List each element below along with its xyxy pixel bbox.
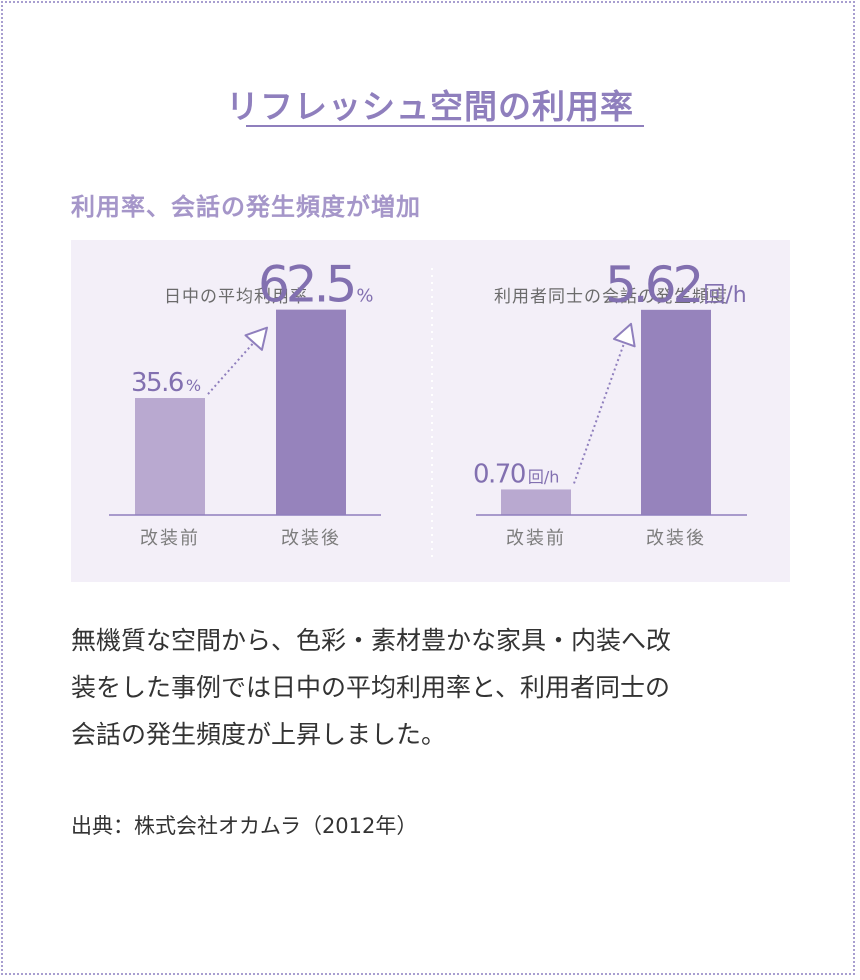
chart1-bar-before — [135, 398, 205, 515]
chart2-value-number: 0.70 — [473, 459, 525, 489]
chart1-value-label-before: 35.6% — [131, 368, 201, 398]
description-line: 装をした事例では日中の平均利用率と、利用者同士の — [71, 673, 671, 702]
chart2-category-label: 改装後 — [646, 528, 706, 549]
chart2-value-label-after: 5.62 回/h — [605, 256, 747, 314]
description-paragraph: 無機質な空間から、色彩・素材豊かな家具・内装へ改 装をした事例では日中の平均利用… — [71, 617, 791, 758]
chart1-value-unit: % — [356, 286, 373, 307]
title-underline — [246, 125, 644, 127]
page-title: リフレッシュ空間の利用率 — [226, 87, 634, 126]
chart2-value-unit: 回/h — [703, 283, 746, 308]
chart1-trend-arrow-head — [244, 326, 268, 351]
chart2-value-number: 5.62 — [605, 256, 700, 314]
section-subtitle: 利用率、会話の発生頻度が増加 — [71, 193, 421, 221]
chart1-category-label: 改装前 — [140, 528, 200, 549]
chart1-value-unit: % — [186, 376, 201, 395]
chart2-title: 利用者同士の会話の発生頻度 — [494, 287, 728, 307]
description-line: 無機質な空間から、色彩・素材豊かな家具・内装へ改 — [71, 626, 672, 655]
chart2-category-label: 改装前 — [506, 528, 566, 549]
description-line: 会話の発生頻度が上昇しました。 — [71, 720, 447, 749]
chart1-category-label: 改装後 — [281, 528, 341, 549]
chart2-value-unit: 回/h — [528, 467, 560, 486]
chart2-value-label-before: 0.70 回/h — [473, 459, 559, 489]
chart1-value-number: 35.6 — [131, 368, 183, 398]
chart1-bar-after — [276, 309, 346, 515]
source-citation: 出典：株式会社オカムラ（2012年） — [71, 814, 418, 838]
chart1-title: 日中の平均利用率 — [164, 287, 308, 307]
chart2-bar-after — [641, 309, 711, 515]
chart-panel: 日中の平均利用率 改装前 改装後 35.6% 62.5% 利用者同士の会話の発生頻度 改装前… — [71, 240, 790, 582]
chart2-trend-arrow-head — [612, 322, 636, 348]
chart1-value-number: 62.5 — [258, 256, 354, 314]
chart2-bar-before — [501, 489, 571, 515]
chart1-value-label-after: 62.5% — [258, 256, 373, 314]
chart2-trend-arrow-line — [573, 323, 632, 484]
